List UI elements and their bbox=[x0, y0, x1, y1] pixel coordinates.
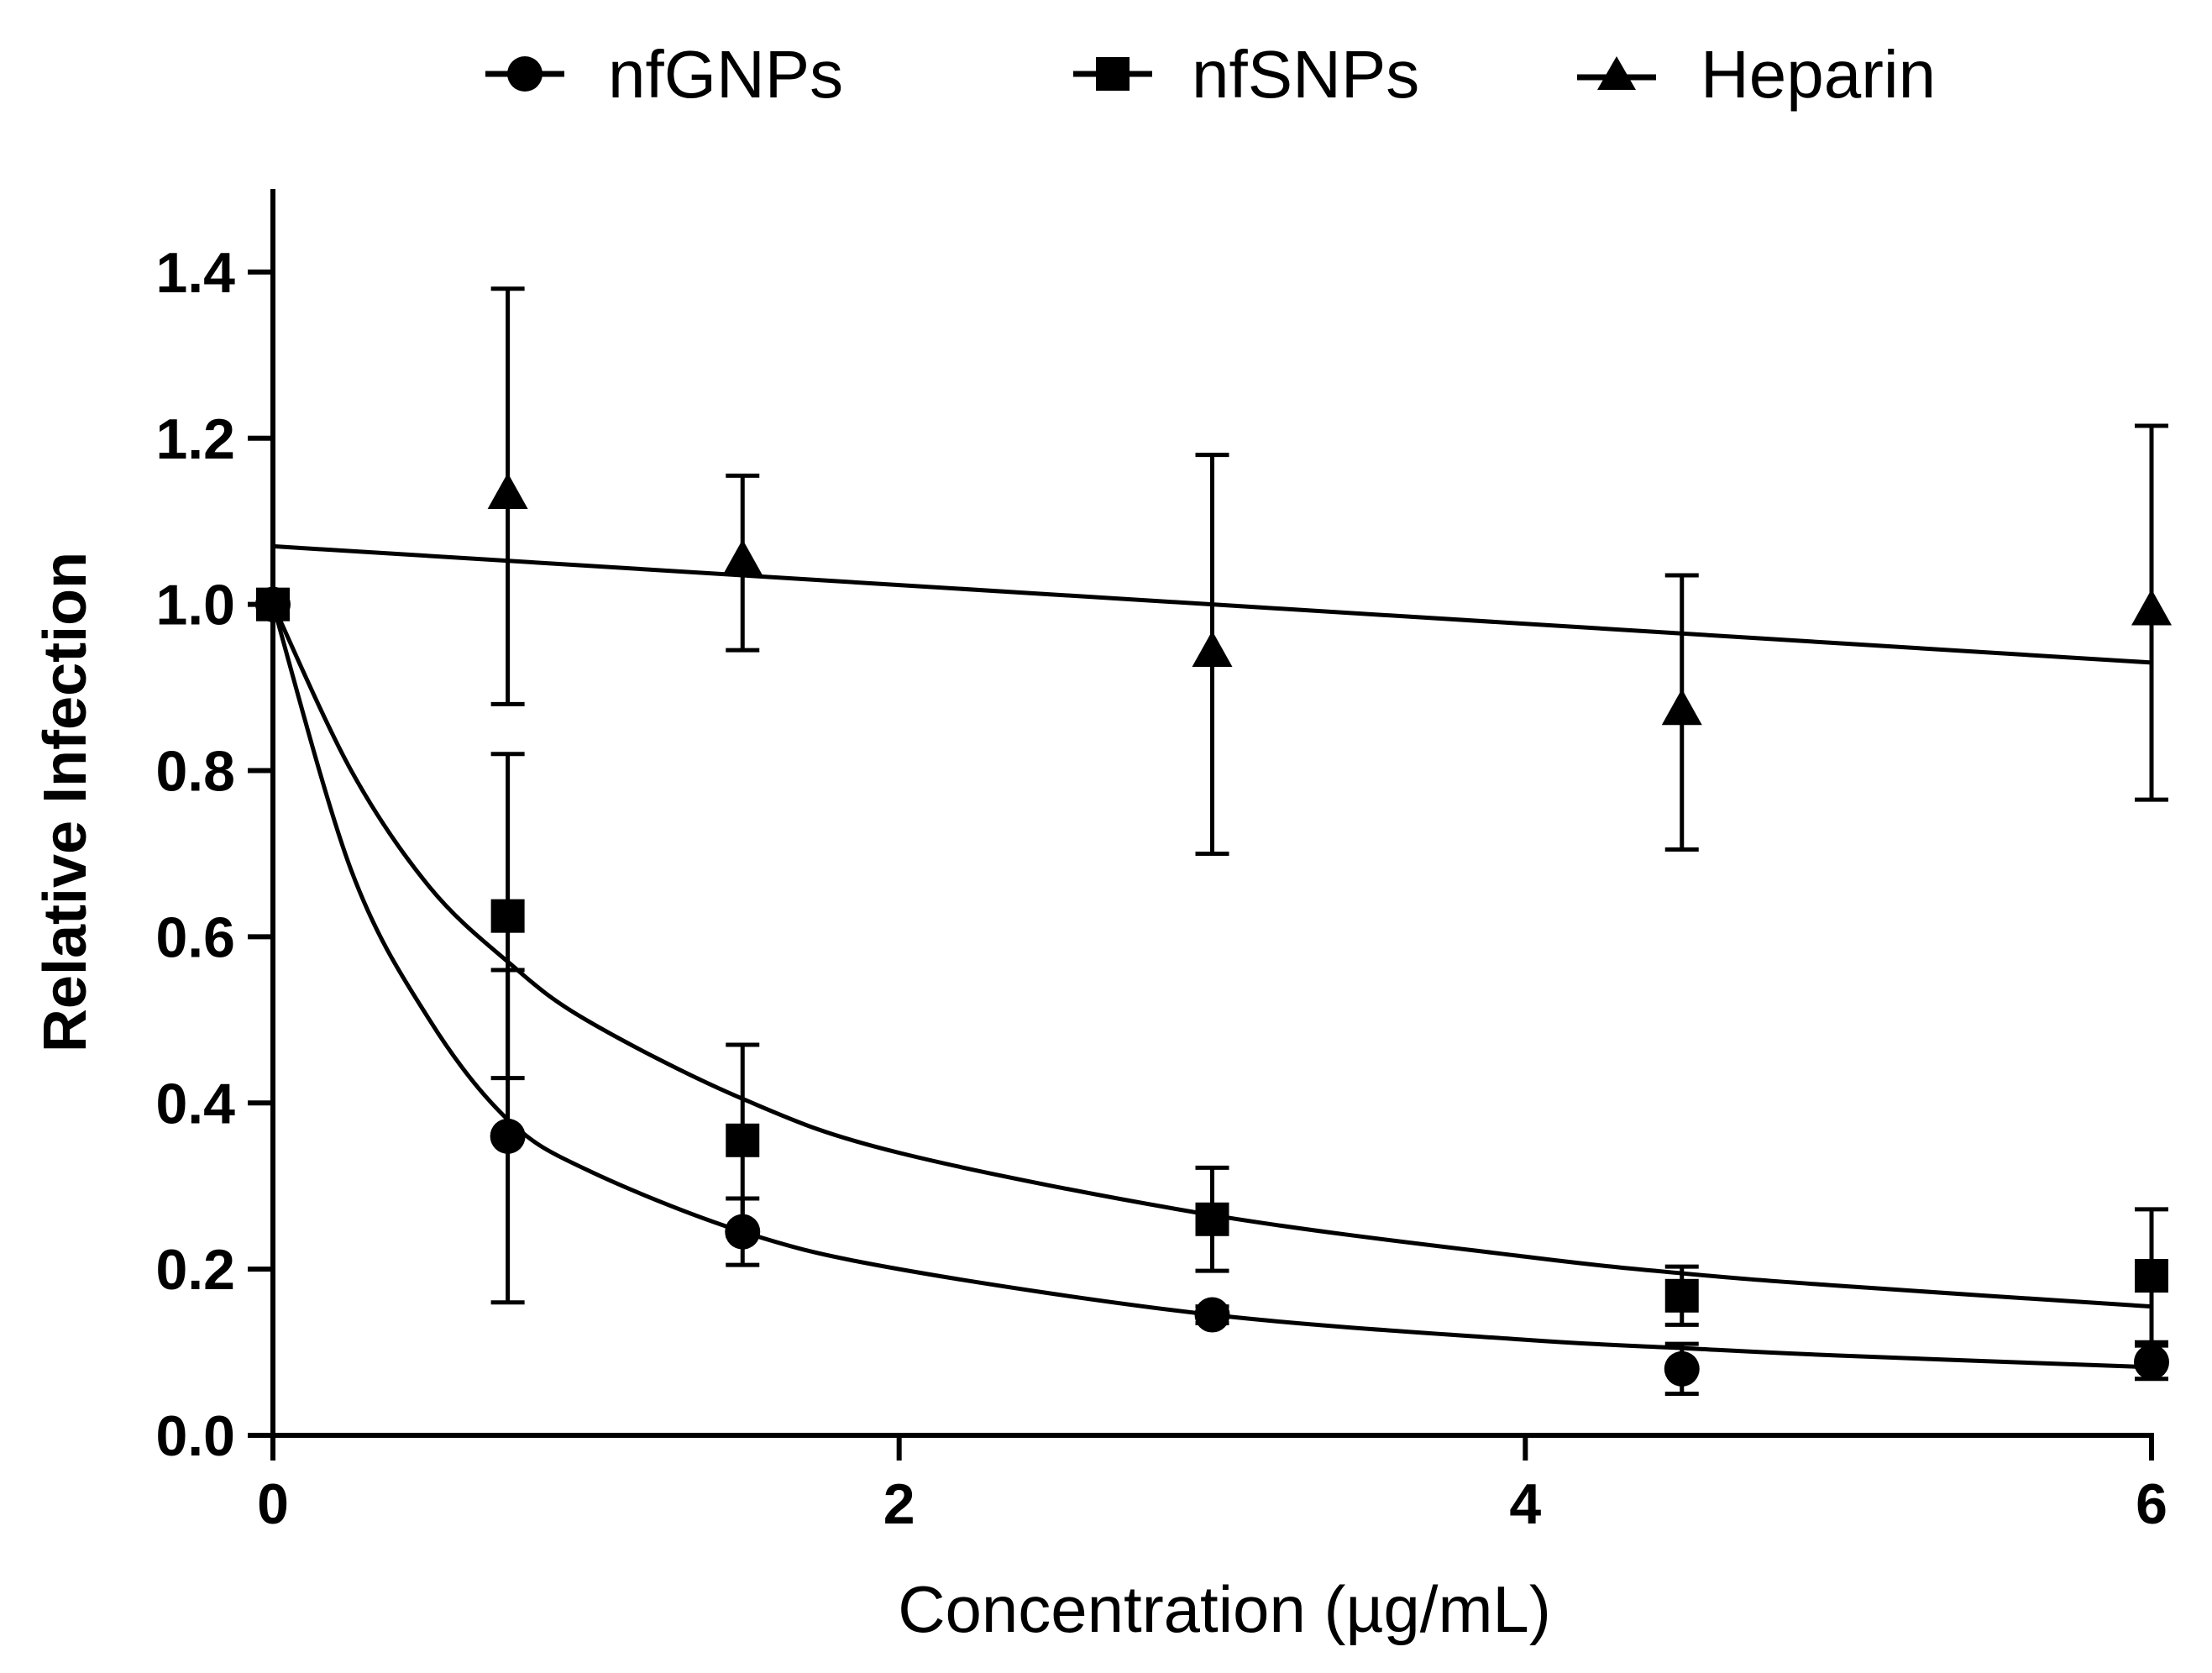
legend-triangle-icon bbox=[1597, 56, 1636, 90]
data-point-heparin bbox=[1192, 631, 1233, 668]
y-tick-label: 0.0 bbox=[155, 1404, 235, 1468]
data-point-nfsnps bbox=[2135, 1259, 2168, 1293]
x-tick-label: 6 bbox=[2136, 1472, 2167, 1536]
x-tick-label: 4 bbox=[1509, 1472, 1541, 1536]
markers bbox=[255, 473, 2172, 1387]
legend-label-nfgnps: nfGNPs bbox=[608, 37, 843, 112]
y-tick-label: 1.2 bbox=[155, 407, 235, 471]
x-ticks: 0 2 4 6 bbox=[257, 1435, 2167, 1536]
y-tick-label: 0.4 bbox=[155, 1072, 235, 1135]
data-point-nfgnps bbox=[2134, 1344, 2169, 1380]
y-tick-label: 0.6 bbox=[155, 905, 235, 969]
legend-item-nfgnps: nfGNPs bbox=[485, 37, 843, 112]
y-tick-label: 0.8 bbox=[155, 740, 235, 804]
legend-square-icon bbox=[1096, 57, 1130, 91]
legend-circle-icon bbox=[507, 56, 543, 92]
data-point-heparin bbox=[722, 539, 763, 576]
fit-line-nfsnps bbox=[270, 603, 2152, 1309]
x-axis-title: Concentration (µg/mL) bbox=[898, 1572, 1551, 1646]
y-tick-label: 1.0 bbox=[155, 574, 235, 637]
data-point-nfsnps bbox=[1664, 1278, 1699, 1313]
data-point-nfgnps bbox=[1664, 1350, 1700, 1387]
axes: 0 2 4 6 0.0 0.2 0.4 0.6 0.8 1.0 1.2 1.4 bbox=[155, 189, 2167, 1536]
y-axis-title: Relative Infection bbox=[32, 552, 99, 1052]
data-point-nfsnps bbox=[726, 1123, 760, 1157]
data-point-nfsnps bbox=[490, 899, 525, 933]
data-point-heparin bbox=[1661, 689, 1702, 726]
y-tick-label: 0.2 bbox=[155, 1238, 235, 1302]
data-point-heparin bbox=[487, 473, 528, 510]
x-tick-label: 2 bbox=[883, 1472, 915, 1536]
legend: nfGNPs nfSNPs Heparin bbox=[485, 37, 1936, 112]
y-tick-label: 1.4 bbox=[155, 241, 235, 305]
data-point-nfgnps bbox=[490, 1118, 526, 1154]
data-point-nfsnps bbox=[1195, 1202, 1229, 1236]
legend-item-heparin: Heparin bbox=[1577, 37, 1936, 112]
data-point-nfgnps bbox=[725, 1214, 761, 1250]
legend-label-nfsnps: nfSNPs bbox=[1192, 37, 1419, 112]
data-point-nfsnps bbox=[256, 587, 290, 621]
fit-line-nfgnps bbox=[270, 603, 2152, 1370]
x-tick-label: 0 bbox=[257, 1472, 289, 1536]
data-point-heparin bbox=[2131, 589, 2172, 626]
y-ticks: 0.0 0.2 0.4 0.6 0.8 1.0 1.2 1.4 bbox=[155, 241, 273, 1468]
legend-item-nfsnps: nfSNPs bbox=[1073, 37, 1419, 112]
legend-label-heparin: Heparin bbox=[1701, 37, 1936, 112]
data-point-nfgnps bbox=[1194, 1297, 1230, 1333]
